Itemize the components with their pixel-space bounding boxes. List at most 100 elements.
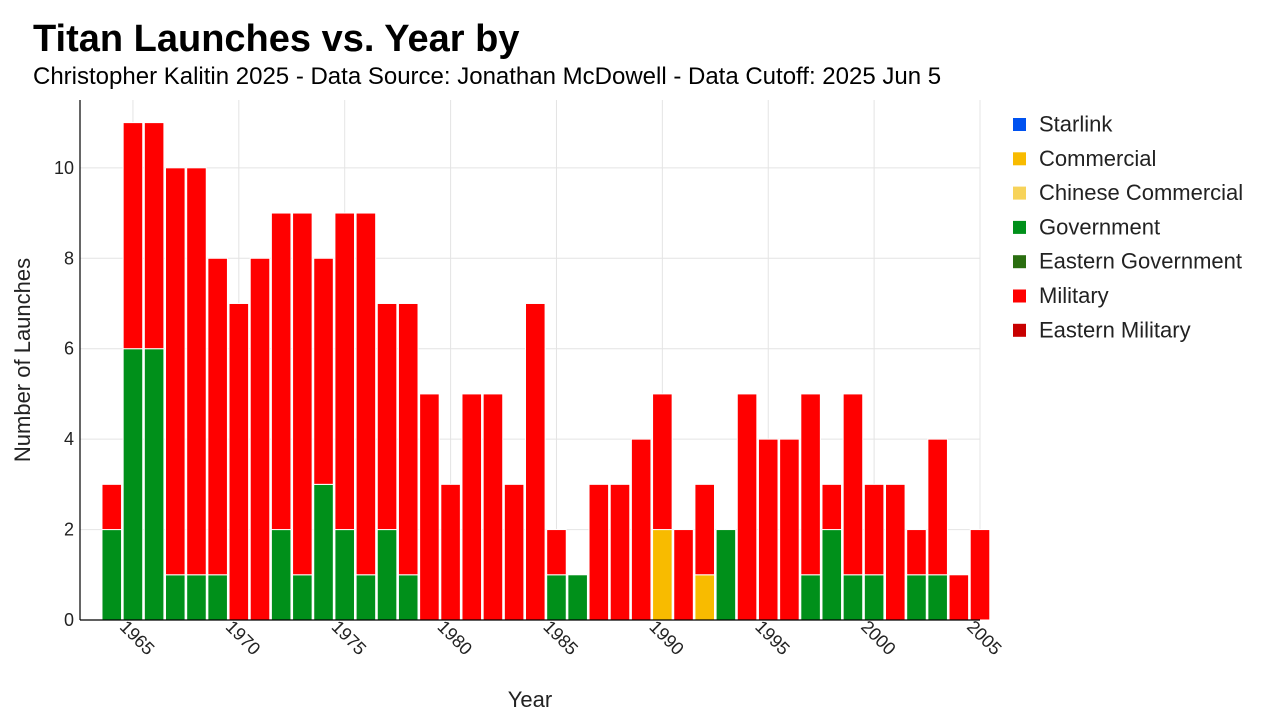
bar-segment <box>397 574 419 621</box>
chart-subtitle: Christopher Kalitin 2025 - Data Source: … <box>33 63 941 90</box>
x-tick-label: 2000 <box>857 617 899 659</box>
x-tick-label: 1965 <box>116 617 158 659</box>
legend-swatch <box>1013 289 1026 303</box>
x-tick-labels: 1965 1970 1975 1980 1985 1990 1995 2000 2005 <box>116 617 1006 659</box>
bar-segment <box>736 393 758 621</box>
bar-segment <box>122 348 144 621</box>
bar-segment <box>334 529 355 621</box>
bar-segment <box>885 483 906 621</box>
y-tick-label: 8 <box>64 248 74 268</box>
bar-segment <box>821 529 843 621</box>
bar-segment <box>906 574 927 621</box>
bar-segment <box>101 529 123 621</box>
bar-segment <box>270 212 292 531</box>
y-tick-label: 4 <box>64 429 74 449</box>
bar-segment <box>842 574 864 621</box>
bar-segment <box>800 393 821 576</box>
bar-segment <box>292 574 313 621</box>
y-tick-label: 10 <box>54 158 74 178</box>
legend-swatch <box>1013 220 1026 234</box>
bar-segment <box>165 167 186 576</box>
x-tick-label: 1985 <box>539 617 581 659</box>
bar-segment <box>779 438 800 621</box>
bar-segment <box>355 574 377 621</box>
bar-segment <box>101 483 123 531</box>
bar-segment <box>461 393 483 621</box>
chart-title: Titan Launches vs. Year by <box>33 18 520 60</box>
bar-segment <box>863 483 885 576</box>
x-tick-label: 1980 <box>434 617 476 659</box>
legend-label: Chinese Commercial <box>1039 180 1243 205</box>
bar-segment <box>673 529 694 621</box>
bar-segment <box>969 529 991 621</box>
bar-segment <box>821 483 843 531</box>
bar-segment <box>906 529 927 576</box>
bar-segment <box>313 257 334 485</box>
legend: Starlink Commercial Chinese Commercial Gove… <box>1013 112 1243 342</box>
bar-segment <box>419 393 440 621</box>
bar-segment <box>207 574 228 621</box>
bar-segment <box>715 529 737 621</box>
bar-segment <box>292 212 313 576</box>
legend-label: Starlink <box>1039 112 1113 137</box>
bar-segment <box>228 302 250 621</box>
legend-label: Military <box>1039 283 1109 308</box>
bar-segment <box>440 483 461 621</box>
bar-segment <box>546 529 567 576</box>
bar-segment <box>143 348 165 621</box>
bar-segment <box>652 393 673 531</box>
bar-segment <box>122 122 144 350</box>
legend-label: Commercial <box>1039 146 1156 171</box>
y-tick-labels: 0 2 4 6 8 10 <box>54 158 74 630</box>
bar-segment <box>694 574 715 621</box>
x-tick-label: 1970 <box>222 617 264 659</box>
legend-swatch <box>1013 118 1026 131</box>
x-tick-label: 2005 <box>963 617 1005 659</box>
bar-segment <box>143 122 165 350</box>
y-tick-label: 2 <box>64 520 74 540</box>
bar-segment <box>397 302 419 576</box>
bar-segment <box>694 483 715 576</box>
bar-segment <box>927 438 948 576</box>
axes <box>79 100 980 621</box>
legend-label: Eastern Government <box>1039 249 1242 274</box>
bar-segment <box>567 574 588 621</box>
bar-segment <box>207 257 228 576</box>
x-tick-label: 1995 <box>751 617 793 659</box>
bar-segment <box>525 302 546 621</box>
bar-segment <box>842 393 864 576</box>
bar-segment <box>652 529 673 621</box>
y-tick-label: 0 <box>64 610 74 630</box>
legend-swatch <box>1013 323 1026 337</box>
x-axis-title: Year <box>508 687 552 712</box>
bar-segment <box>313 483 334 621</box>
bar-segment <box>948 574 970 621</box>
legend-swatch <box>1013 186 1026 200</box>
bar-segment <box>503 483 525 621</box>
x-tick-label: 1975 <box>328 617 370 659</box>
bars <box>101 122 991 621</box>
legend-swatch <box>1013 255 1026 269</box>
y-tick-label: 6 <box>64 339 74 359</box>
bar-segment <box>927 574 948 621</box>
bar-segment <box>355 212 377 576</box>
bar-segment <box>546 574 567 621</box>
y-axis-title: Number of Launches <box>10 258 35 462</box>
bar-segment <box>376 302 398 531</box>
bar-segment <box>757 438 779 621</box>
bar-segment <box>863 574 885 621</box>
bar-segment <box>186 167 207 576</box>
legend-swatch <box>1013 152 1026 166</box>
bar-segment <box>800 574 821 621</box>
bar-segment <box>186 574 207 621</box>
legend-label: Eastern Military <box>1039 317 1191 342</box>
bar-segment <box>630 438 652 621</box>
bar-segment <box>482 393 504 621</box>
bar-segment <box>270 529 292 621</box>
bar-segment <box>165 574 186 621</box>
bar-segment <box>249 257 271 621</box>
bar-segment <box>376 529 398 621</box>
x-tick-label: 1990 <box>645 617 687 659</box>
bar-segment <box>334 212 355 531</box>
